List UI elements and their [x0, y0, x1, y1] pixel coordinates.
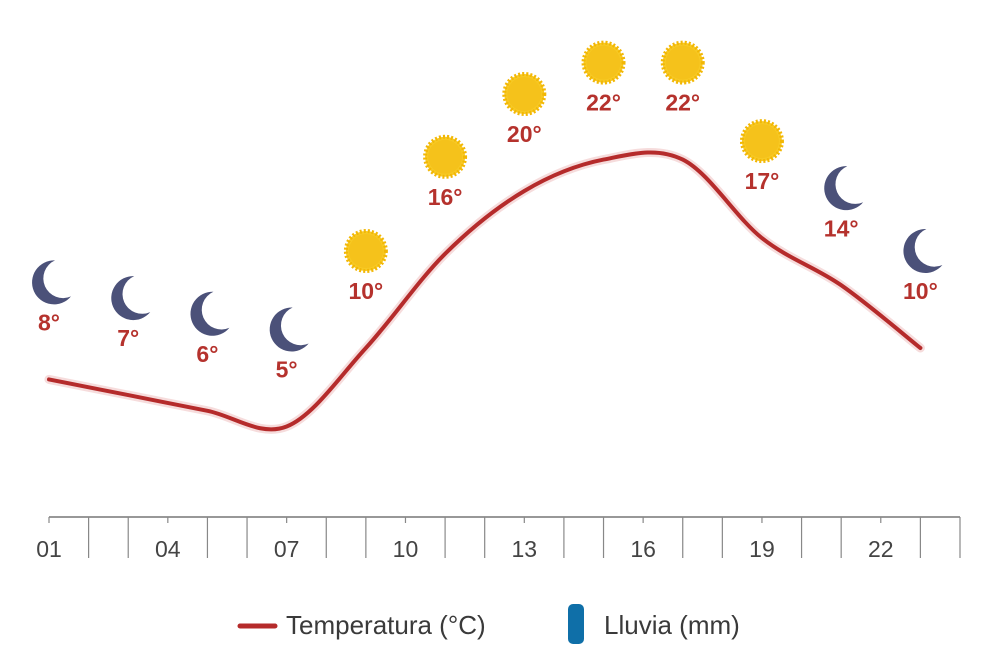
x-tick-label: 10 — [393, 536, 419, 562]
legend-label: Lluvia (mm) — [604, 610, 740, 640]
sun-core — [744, 124, 779, 159]
x-tick-label: 19 — [749, 536, 775, 562]
legend-swatch — [568, 604, 584, 644]
value-label: 22° — [586, 90, 621, 116]
value-label: 7° — [117, 325, 139, 351]
x-tick-label: 13 — [512, 536, 538, 562]
x-tick-label: 04 — [155, 536, 181, 562]
moon-icon — [269, 307, 309, 352]
value-label: 17° — [745, 168, 780, 194]
moon-icon — [190, 291, 230, 336]
sun-core — [428, 139, 463, 174]
value-label: 14° — [824, 215, 859, 241]
x-tick-label: 01 — [36, 536, 62, 562]
temperature-line — [47, 150, 923, 432]
sun-core — [665, 45, 700, 80]
moon-icon — [111, 276, 151, 321]
value-label: 20° — [507, 121, 542, 147]
x-tick-label: 22 — [868, 536, 894, 562]
value-label: 22° — [665, 90, 700, 116]
value-label: 10° — [348, 278, 383, 304]
legend-label: Temperatura (°C) — [286, 610, 486, 640]
line-halo — [44, 147, 925, 434]
x-tick-label: 07 — [274, 536, 300, 562]
x-tick-label: 16 — [630, 536, 656, 562]
moon-icon — [903, 228, 943, 273]
value-label: 10° — [903, 278, 938, 304]
moon-icon — [824, 166, 864, 211]
value-label: 5° — [276, 357, 298, 383]
value-label: 8° — [38, 309, 60, 335]
sun-core — [348, 234, 383, 268]
sun-core — [586, 45, 621, 80]
sun-core — [507, 77, 542, 111]
moon-icon — [32, 260, 71, 305]
value-label: 6° — [196, 341, 218, 367]
value-label: 16° — [428, 184, 463, 210]
